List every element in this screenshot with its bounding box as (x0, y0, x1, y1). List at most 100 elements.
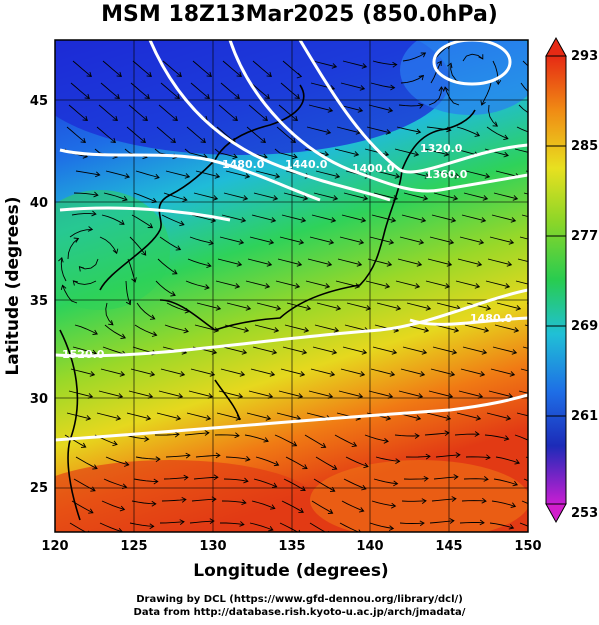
streamline-arrowhead (300, 486, 306, 492)
streamline (491, 500, 516, 507)
streamline (492, 346, 517, 354)
streamline (493, 192, 518, 200)
y-axis-ticks: 25 30 35 40 45 (30, 94, 48, 496)
streamline-arrowhead (183, 327, 189, 334)
streamline-arrowhead (206, 71, 212, 78)
streamline (216, 412, 241, 420)
streamline (494, 324, 519, 332)
streamline-arrowhead (513, 327, 520, 333)
cold-region (55, 40, 450, 155)
colorbar-label: 269 (571, 319, 598, 334)
streamline (369, 522, 394, 529)
streamline (226, 302, 251, 310)
streamline (455, 280, 480, 288)
streamline (74, 324, 98, 335)
streamline-arrowhead (393, 480, 399, 487)
streamline (71, 213, 96, 216)
streamline-arrowhead (356, 261, 363, 267)
hot-region (55, 460, 320, 532)
streamline (463, 478, 489, 480)
streamline (100, 368, 125, 376)
streamline-arrowhead (302, 464, 308, 470)
streamline (161, 499, 186, 502)
streamline (399, 522, 425, 524)
streamline-arrowhead (182, 196, 188, 203)
streamline-arrowhead (503, 151, 509, 158)
cyclone-northeast (400, 40, 528, 115)
streamline-arrowhead (181, 496, 187, 503)
streamline (313, 478, 335, 492)
streamline (401, 214, 426, 222)
streamline (457, 258, 482, 266)
streamline-arrowhead (359, 371, 366, 377)
contour-label-1400: 1400.0 (352, 162, 395, 175)
streamline (247, 258, 272, 266)
streamline-arrowhead (142, 115, 148, 122)
streamline-arrowhead (151, 197, 158, 204)
streamline (103, 192, 128, 201)
streamline (518, 104, 528, 114)
streamline-arrowhead (242, 195, 249, 201)
x-tick-label: 145 (435, 539, 462, 554)
streamline (184, 148, 208, 158)
streamline-arrowhead (443, 151, 450, 157)
streamline (105, 170, 130, 178)
streamline (276, 412, 301, 420)
streamline-arrowhead (265, 415, 272, 421)
streamline (346, 302, 371, 310)
streamline-arrowhead (386, 261, 393, 267)
streamline (341, 214, 366, 222)
streamline (425, 280, 450, 288)
streamline-arrowhead (234, 432, 240, 439)
streamline (465, 170, 490, 178)
streamline (274, 434, 297, 447)
streamline (134, 324, 157, 336)
streamline-arrowhead (266, 261, 273, 267)
streamline (373, 478, 398, 485)
streamline (426, 412, 451, 420)
colorbar-label: 285 (571, 139, 598, 154)
streamline (309, 236, 334, 244)
streamline (221, 214, 246, 222)
ryukyu-islands (214, 379, 241, 421)
streamline-arrowhead (296, 261, 303, 267)
streamline (126, 412, 151, 420)
streamline-arrowhead (271, 349, 278, 355)
streamline-arrowhead (209, 371, 216, 377)
streamline (375, 456, 400, 462)
streamline-arrowhead (213, 474, 219, 481)
streamline-arrowhead (302, 195, 309, 201)
streamline-arrowhead (112, 115, 118, 122)
streamline (131, 500, 156, 505)
streamline-arrowhead (263, 437, 269, 443)
contour-label-1360: 1360.0 (425, 168, 468, 181)
streamline (519, 522, 528, 527)
streamline-arrowhead (474, 431, 480, 437)
streamline-arrowhead (241, 499, 247, 506)
japan-coast (159, 169, 403, 331)
streamline-arrowhead (475, 415, 482, 421)
streamline-arrowhead (420, 217, 427, 223)
streamline (522, 346, 528, 349)
streamline-arrowhead (204, 430, 210, 436)
contour-label-1480-east: 1480.0 (470, 312, 513, 325)
streamline (375, 170, 400, 178)
streamline (514, 148, 528, 153)
x-tick-label: 135 (278, 539, 305, 554)
streamline (225, 456, 250, 461)
contour-line-1360 (228, 40, 528, 193)
streamline (214, 434, 240, 437)
streamline (315, 170, 340, 178)
streamline-arrowhead (268, 526, 274, 532)
streamline (220, 368, 245, 376)
streamline (372, 60, 397, 66)
streamline-arrowhead (445, 415, 452, 421)
streamline-arrowhead (503, 435, 510, 441)
streamline-arrowhead (481, 349, 488, 355)
streamline-arrowhead (262, 115, 268, 122)
streamline (284, 324, 309, 332)
streamline (516, 126, 528, 133)
streamline (521, 214, 528, 218)
streamline (130, 368, 155, 376)
streamline (304, 434, 326, 448)
